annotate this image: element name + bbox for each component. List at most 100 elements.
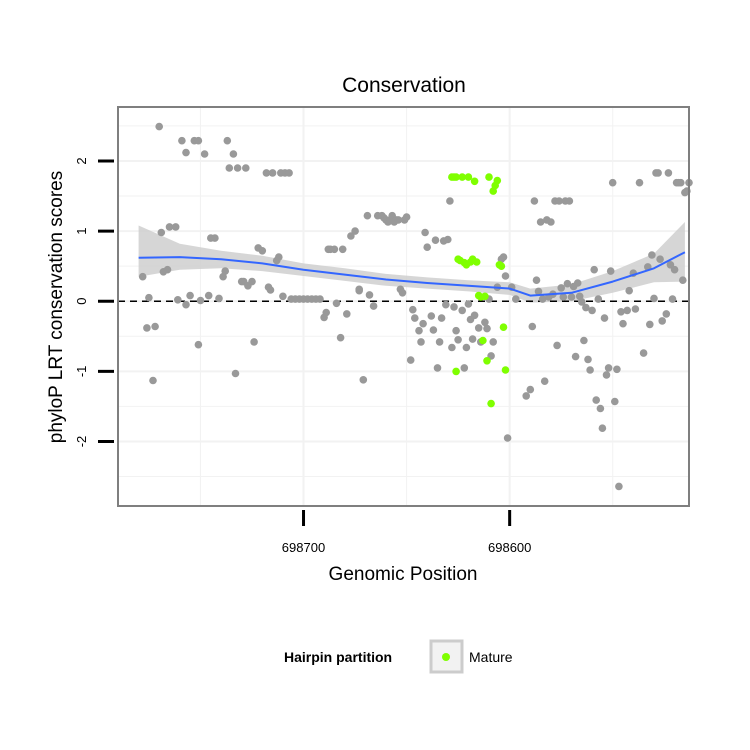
y-tick-label: 1 xyxy=(74,227,89,234)
data-point xyxy=(617,308,625,316)
data-point xyxy=(499,253,508,261)
data-point xyxy=(615,482,623,491)
chart-title: Conservation xyxy=(342,74,466,97)
data-point xyxy=(656,255,664,263)
data-point xyxy=(242,164,250,172)
data-point xyxy=(452,326,460,335)
data-point xyxy=(182,300,190,309)
data-point xyxy=(411,314,419,322)
data-point xyxy=(427,312,436,320)
data-point xyxy=(233,164,242,172)
data-point xyxy=(225,164,234,172)
data-point xyxy=(419,319,427,328)
trend-layer xyxy=(138,251,686,297)
data-point xyxy=(285,169,293,177)
data-point-mature xyxy=(479,336,487,345)
data-point xyxy=(573,279,582,287)
grid-lines xyxy=(118,107,689,506)
data-point xyxy=(664,169,673,177)
data-point xyxy=(157,228,166,237)
data-point xyxy=(336,333,345,342)
data-point xyxy=(613,365,621,374)
panel-background xyxy=(118,107,689,506)
data-point xyxy=(526,385,535,394)
data-point xyxy=(639,349,648,357)
data-point-mature xyxy=(497,262,506,271)
data-point-mature xyxy=(452,173,460,181)
x-tick-label: 698600 xyxy=(488,540,531,555)
data-point xyxy=(138,272,147,281)
data-point xyxy=(528,322,537,331)
data-point xyxy=(668,295,677,303)
data-point xyxy=(402,213,411,221)
data-point xyxy=(464,300,473,308)
y-axis: 2 1 0 -1 -2 xyxy=(74,157,114,447)
data-point xyxy=(470,311,479,320)
data-point xyxy=(363,211,372,220)
x-axis-title: Genomic Position xyxy=(329,564,478,585)
data-point-mature xyxy=(481,292,489,301)
data-point xyxy=(398,289,407,297)
data-point-mature xyxy=(470,177,479,186)
data-point xyxy=(204,291,213,300)
data-point xyxy=(258,247,267,255)
data-point xyxy=(409,305,417,314)
data-point-mature xyxy=(483,357,491,365)
data-point xyxy=(221,267,229,275)
data-point xyxy=(619,319,627,328)
data-point xyxy=(343,310,351,318)
y-tick-label: 2 xyxy=(74,157,89,164)
data-point xyxy=(446,197,454,205)
data-point xyxy=(322,308,331,317)
data-point xyxy=(547,218,555,226)
data-point-mature xyxy=(501,366,510,374)
data-point xyxy=(606,267,615,275)
data-point xyxy=(483,324,491,333)
data-point xyxy=(532,276,541,285)
data-point xyxy=(163,265,172,274)
y-tick-label: -2 xyxy=(74,436,89,448)
data-point xyxy=(165,223,174,231)
data-point xyxy=(650,294,658,303)
data-point-mature xyxy=(485,173,493,181)
data-point xyxy=(332,299,341,308)
data-point xyxy=(474,324,483,332)
data-point xyxy=(608,178,617,187)
data-point xyxy=(178,136,186,145)
data-point-mature xyxy=(458,173,467,181)
data-point xyxy=(454,336,462,344)
data-point xyxy=(553,341,561,350)
y-tick-label: 0 xyxy=(74,298,89,305)
data-point xyxy=(355,286,364,295)
data-point xyxy=(330,245,339,254)
data-point xyxy=(536,218,545,226)
data-point xyxy=(600,314,609,322)
data-point xyxy=(559,293,568,301)
legend-key-mature xyxy=(442,653,450,661)
data-point xyxy=(582,303,590,312)
data-point xyxy=(316,295,324,303)
data-point xyxy=(462,343,471,352)
data-point xyxy=(365,291,374,299)
data-point xyxy=(501,272,510,280)
data-point xyxy=(433,364,442,372)
data-point xyxy=(437,314,446,322)
data-point xyxy=(596,404,605,413)
data-point xyxy=(571,352,580,361)
data-point xyxy=(522,392,530,400)
data-point xyxy=(450,303,458,311)
data-point xyxy=(592,396,600,404)
data-point xyxy=(415,326,423,335)
data-point xyxy=(602,371,611,379)
data-point xyxy=(406,356,415,364)
data-point xyxy=(429,326,438,334)
data-point xyxy=(394,216,403,224)
data-point xyxy=(468,335,477,343)
data-point xyxy=(351,227,359,235)
data-point xyxy=(369,302,378,310)
data-point xyxy=(423,243,432,251)
data-point xyxy=(171,223,180,231)
data-point xyxy=(182,148,190,157)
x-axis: 698700 698600 xyxy=(282,510,531,555)
